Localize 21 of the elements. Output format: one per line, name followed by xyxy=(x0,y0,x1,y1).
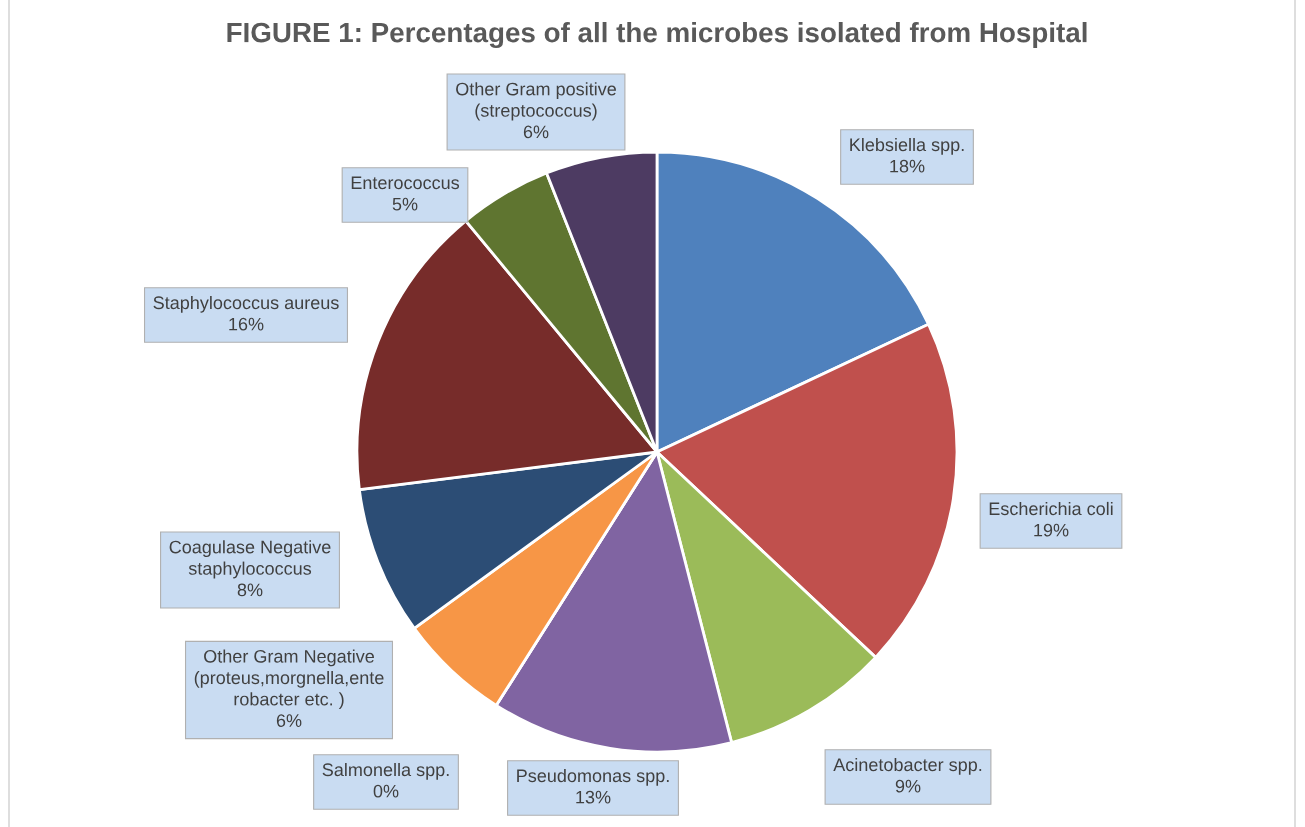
data-label: 6% xyxy=(523,125,549,139)
data-label: 19% xyxy=(1034,523,1069,537)
slice-label: Other Gram Negative (proteus,morgnella,ente robacter etc. ) xyxy=(194,649,384,710)
data-label: 16% xyxy=(229,317,264,331)
slice-label: Coagulase Negative staphylococcus xyxy=(169,540,331,579)
category-label: Salmonella spp. xyxy=(322,762,449,780)
slice-label: Staphylococcus aureus xyxy=(153,295,339,313)
data-label: 6% xyxy=(276,714,302,727)
slice-label: Enterococcus xyxy=(351,176,460,190)
data-label: 9% xyxy=(895,779,921,793)
slice-label: Klebsiella spp. xyxy=(850,137,964,155)
chart-title: FIGURE 1: Percentages of all the microbes isolated from Hospital xyxy=(227,21,1087,49)
data-label: 18% xyxy=(890,159,925,173)
text: 0% xyxy=(373,784,399,798)
data-label: 8% xyxy=(237,583,263,597)
slice-label: Escherichia coli xyxy=(989,501,1113,516)
data-label: 5% xyxy=(392,197,418,211)
slice-label: Other Gram positive (streptococcus) xyxy=(456,82,616,121)
slice-label: Pseudomonas spp. xyxy=(517,768,669,786)
slice-label: Acinetobacter spp. xyxy=(833,757,982,775)
data-label: 13% xyxy=(576,790,611,804)
